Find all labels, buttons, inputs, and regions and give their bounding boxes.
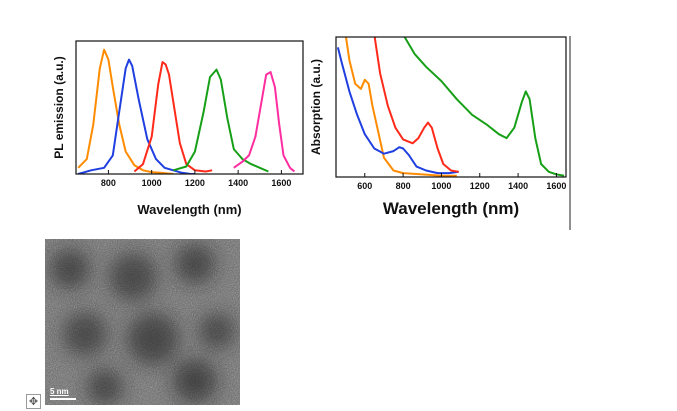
move-icon[interactable]: ✥ (26, 394, 41, 409)
abs-x-tick-label: 600 (357, 181, 372, 191)
abs-x-tick-label: 1400 (508, 181, 528, 191)
tem-micrograph: 5 nm (45, 239, 240, 405)
pl-series-magenta (233, 71, 296, 173)
pl-x-tick-label: 1400 (228, 178, 248, 188)
abs-chart: 600 800 1000 1200 1400 1600 Wavelength (nm) Abs… (309, 36, 567, 218)
pl-series-orange (77, 48, 174, 174)
pl-x-tick-label: 1000 (142, 178, 162, 188)
pl-x-axis-label: Wavelength (nm) (137, 202, 241, 217)
abs-x-axis-label: Wavelength (nm) (383, 199, 519, 218)
abs-series-green (403, 37, 565, 177)
scale-bar-label: 5 nm (50, 387, 69, 396)
tem-image (45, 239, 240, 405)
pl-series-green (173, 68, 269, 173)
pl-y-axis-label: PL emission (a.u.) (52, 56, 66, 158)
pl-x-tick-label: 1600 (271, 178, 291, 188)
scale-bar (50, 398, 76, 400)
pl-series-blue (77, 58, 195, 174)
pl-series-group (77, 48, 296, 174)
pl-chart: 800 1000 1200 1400 1600 Wavelength (nm) PL emi… (52, 40, 304, 217)
abs-x-tick-label: 800 (396, 181, 411, 191)
abs-series-red (373, 37, 459, 173)
abs-series-group (336, 37, 565, 177)
abs-x-tick-label: 1000 (431, 181, 451, 191)
abs-plot-frame (335, 36, 567, 178)
abs-x-tick-label: 1600 (546, 181, 566, 191)
abs-x-tick-label: 1200 (470, 181, 490, 191)
pl-x-tick-label: 1200 (185, 178, 205, 188)
pl-plot-frame (75, 40, 304, 175)
pl-x-tick-label: 800 (101, 178, 116, 188)
abs-series-orange (344, 37, 457, 177)
abs-series-blue (336, 47, 459, 175)
abs-y-axis-label: Absorption (a.u.) (309, 59, 323, 155)
pl-series-red (133, 61, 213, 173)
